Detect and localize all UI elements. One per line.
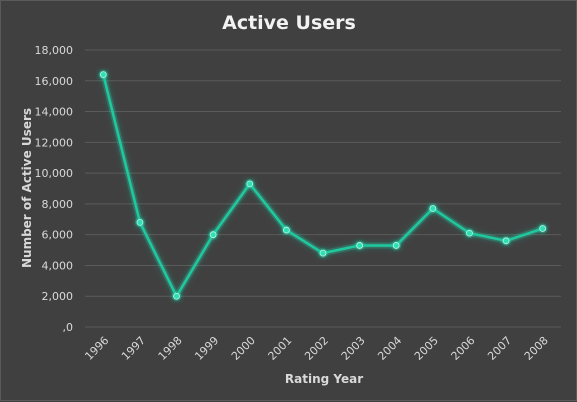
data-point: [356, 242, 364, 249]
data-point: [136, 218, 144, 226]
data-point: [502, 237, 510, 245]
x-tick-label: 2008: [522, 334, 551, 363]
x-tick-label: 2007: [485, 334, 514, 363]
data-point: [429, 205, 437, 212]
series-line-glow: [100, 73, 544, 300]
x-tick-label: 1996: [82, 334, 111, 363]
y-tick-label: 10,000: [35, 167, 74, 180]
y-tick-label: 6,000: [42, 229, 74, 242]
y-tick-label: ,0: [63, 321, 74, 334]
y-tick-label: 12,000: [35, 136, 74, 149]
y-tick-label: 8,000: [42, 198, 74, 211]
y-tick-label: 2,000: [42, 290, 74, 303]
x-tick-label: 2004: [375, 334, 404, 363]
data-point: [392, 242, 400, 249]
y-tick-label: 14,000: [35, 106, 74, 119]
x-axis-label: Rating Year: [285, 372, 363, 386]
series-line-group: [98, 69, 548, 302]
grid-lines: [85, 49, 561, 328]
x-tick-label: 2003: [339, 334, 368, 363]
x-tick-label: 2002: [302, 334, 331, 363]
x-tick-label: 1997: [119, 334, 148, 363]
x-axis-ticks: 1996 1997 1998 1999 2000 2001 2002 2003 2004 2005…: [82, 334, 550, 363]
data-point: [99, 71, 107, 79]
data-point: [173, 292, 180, 300]
y-tick-label: 4,000: [42, 259, 74, 272]
x-tick-label: 1998: [156, 334, 185, 363]
data-point: [282, 226, 290, 234]
y-tick-label: 16,000: [35, 75, 74, 88]
x-tick-label: 1999: [192, 334, 221, 363]
series-line: [102, 74, 544, 298]
y-tick-label: 18,000: [35, 44, 74, 57]
data-point: [539, 225, 547, 232]
x-tick-label: 2006: [449, 334, 478, 363]
x-tick-label: 2000: [229, 334, 258, 363]
data-point: [319, 249, 327, 257]
x-tick-label: 2001: [266, 334, 295, 363]
data-point: [466, 229, 473, 237]
chart-title: Active Users: [222, 12, 356, 34]
x-tick-label: 2005: [412, 334, 441, 363]
y-axis-ticks: 18,000 16,000 14,000 12,000 10,000 8,000 6,000…: [35, 44, 74, 334]
data-point: [209, 231, 217, 239]
data-point: [246, 180, 254, 188]
y-axis-label: Number of Active Users: [20, 108, 34, 268]
